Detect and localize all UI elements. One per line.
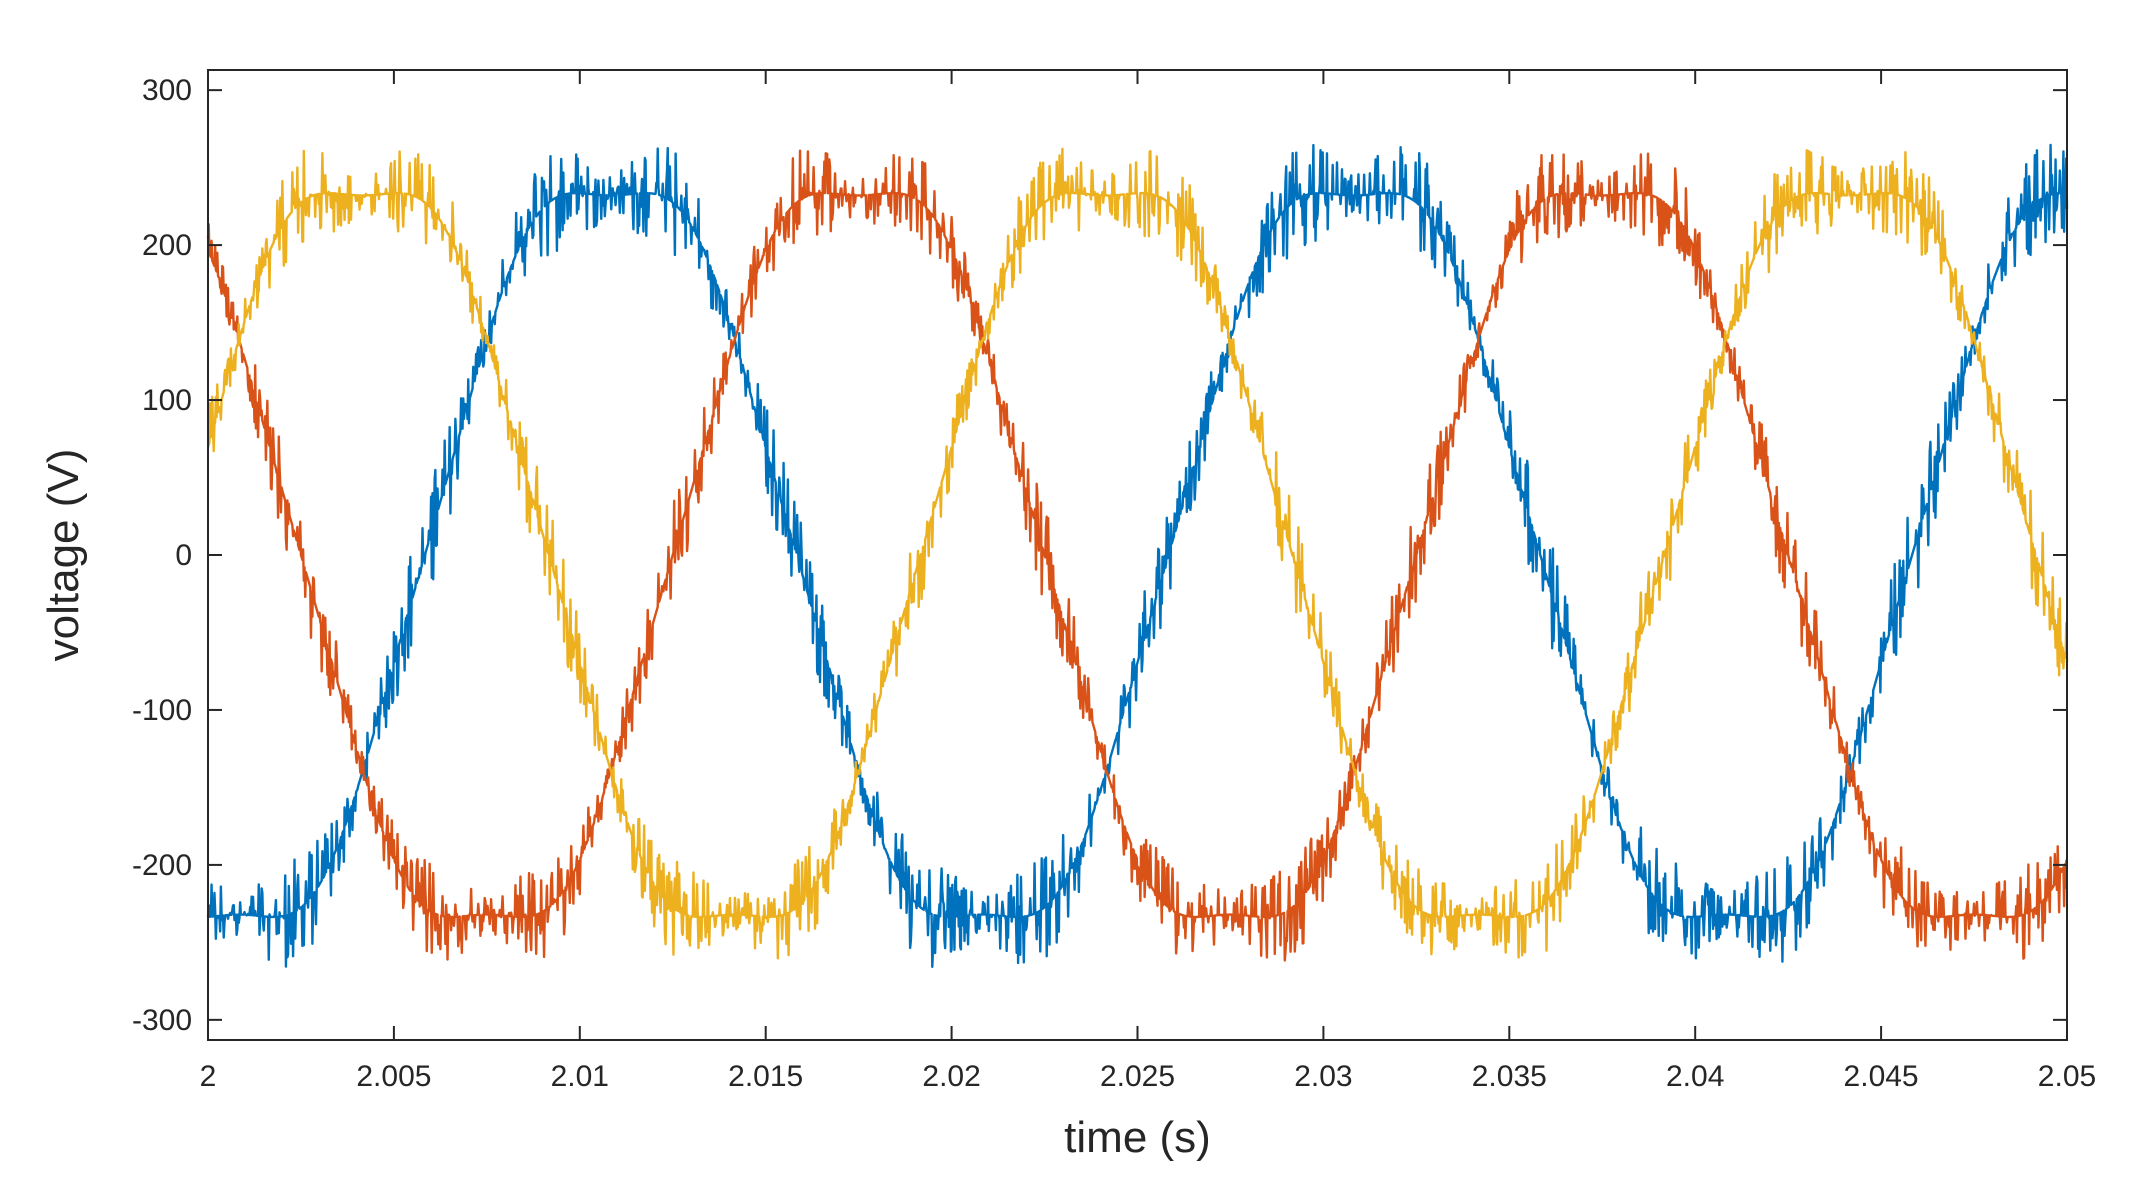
series-layer xyxy=(206,143,2069,969)
series-line-2 xyxy=(206,149,2069,962)
y-tick-label: -200 xyxy=(132,849,192,882)
y-tick-label: -300 xyxy=(132,1004,192,1037)
x-axis-title: time (s) xyxy=(1064,1113,1211,1162)
ticks-layer: 2 2.005 2.01 2.015 2.02 2.025 2.03 2.035 2.04 2.0… xyxy=(132,70,2096,1093)
y-axis-title: voltage (V) xyxy=(39,449,88,662)
series-line-3 xyxy=(206,147,2069,960)
x-tick-label: 2.045 xyxy=(1844,1060,1919,1093)
x-tick-label: 2.05 xyxy=(2038,1060,2096,1093)
y-tick-label: -100 xyxy=(132,694,192,727)
y-tick-label: 100 xyxy=(142,384,192,417)
x-tick-label: 2.03 xyxy=(1294,1060,1352,1093)
x-tick-label: 2.005 xyxy=(356,1060,431,1093)
series-line-1 xyxy=(206,143,2069,969)
x-tick-label: 2.02 xyxy=(922,1060,980,1093)
x-tick-label: 2.035 xyxy=(1472,1060,1547,1093)
x-tick-label: 2 xyxy=(200,1060,217,1093)
y-tick-label: 300 xyxy=(142,74,192,107)
x-tick-label: 2.015 xyxy=(728,1060,803,1093)
x-tick-label: 2.025 xyxy=(1100,1060,1175,1093)
y-tick-label: 200 xyxy=(142,229,192,262)
y-tick-label: 0 xyxy=(175,539,192,572)
x-tick-label: 2.04 xyxy=(1666,1060,1724,1093)
x-tick-label: 2.01 xyxy=(551,1060,609,1093)
